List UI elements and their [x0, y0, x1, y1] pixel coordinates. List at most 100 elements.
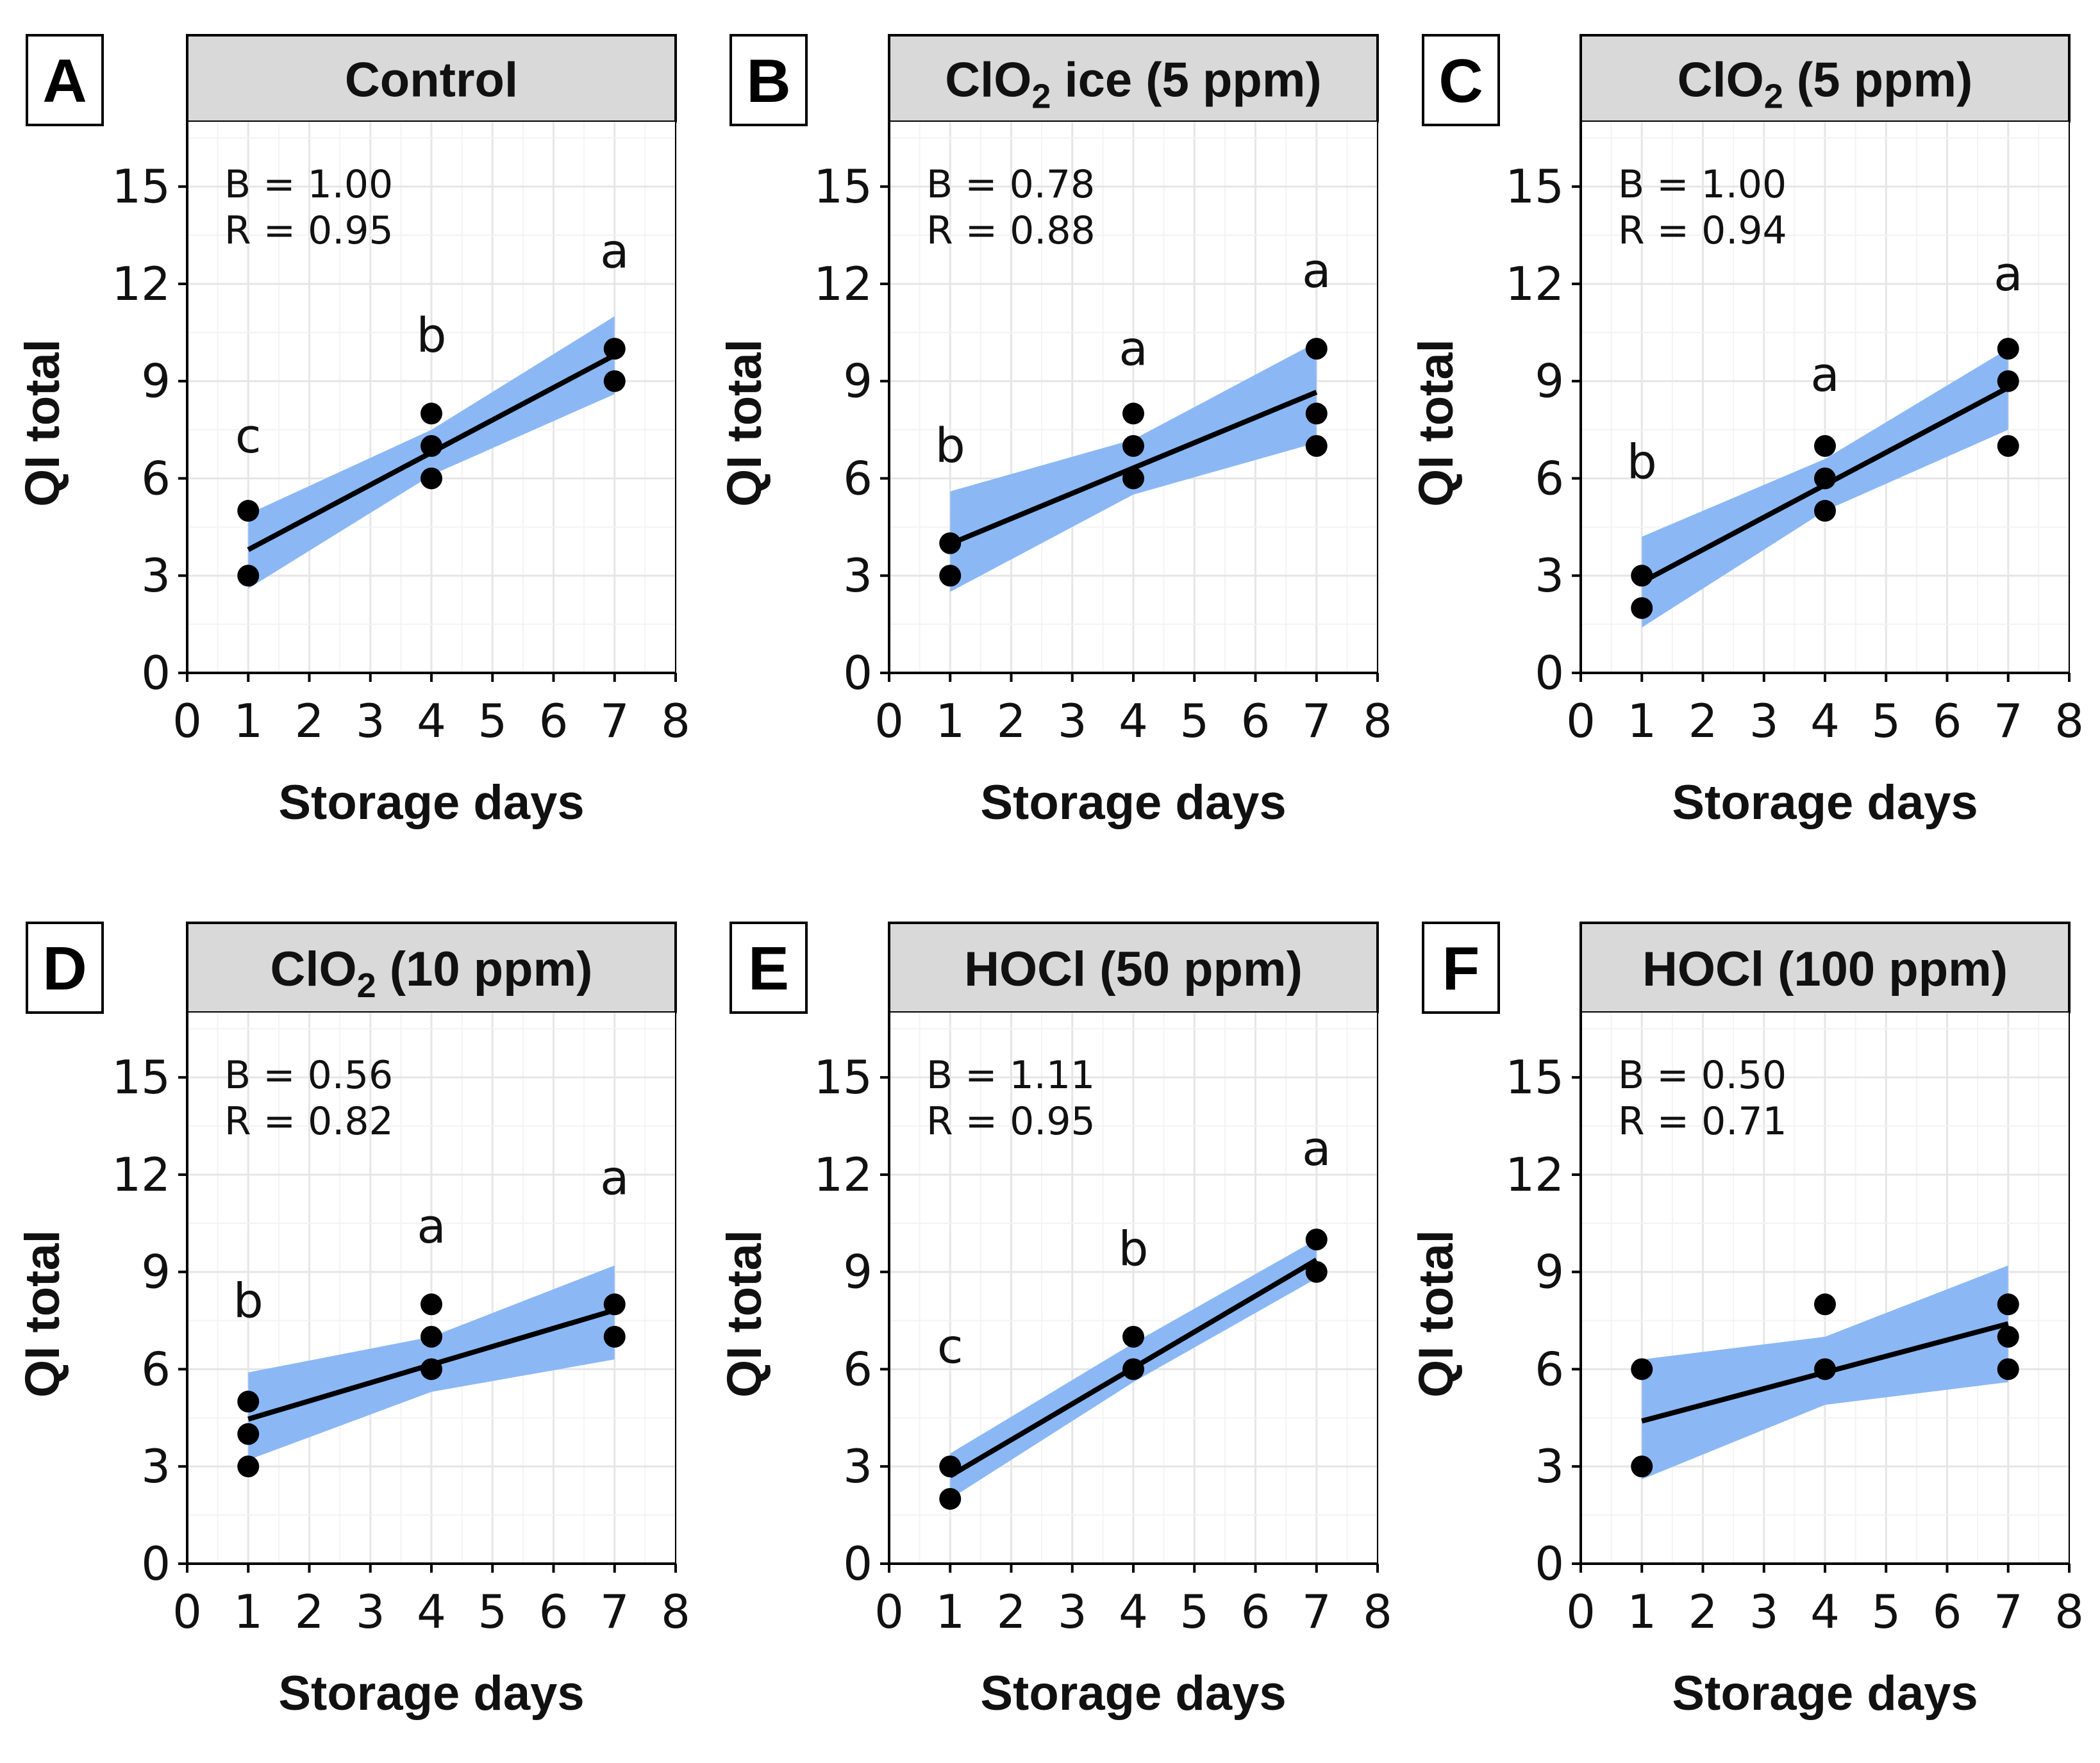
panel-e-point-3	[1122, 1358, 1144, 1380]
panel-c-x-tick-label-5: 5	[1871, 694, 1901, 748]
panel-b-y-tick-label-12: 12	[813, 257, 872, 311]
panel-d-x-tick-label-5: 5	[478, 1585, 507, 1639]
panel-f-x-axis-title: Storage days	[1672, 1666, 1978, 1721]
panel-d-x-tick-label-1: 1	[233, 1585, 263, 1639]
panel-f-y-tick-label-3: 3	[1535, 1439, 1564, 1493]
panel-d-y-tick-label-0: 0	[141, 1537, 171, 1591]
panel-c-stat-1: R = 0.94	[1618, 208, 1787, 253]
panel-b-point-4	[1122, 467, 1144, 490]
panel-e-y-tick-label-15: 15	[813, 1050, 872, 1104]
panel-b-x-axis-title: Storage days	[980, 775, 1286, 830]
panel-c-x-tick-label-3: 3	[1749, 694, 1779, 748]
panel-b-y-tick-label-15: 15	[813, 160, 872, 213]
panel-e-x-tick-label-3: 3	[1058, 1585, 1087, 1639]
panel-b-strip	[888, 34, 1379, 123]
panel-e-y-tick-label-3: 3	[843, 1439, 872, 1493]
panel-c-point-2	[1814, 435, 1836, 457]
panel-f-x-tick-label-6: 6	[1933, 1585, 1962, 1639]
panel-f-x-tick-label-1: 1	[1627, 1585, 1656, 1639]
panel-c-x-tick-label-7: 7	[1994, 694, 2023, 748]
panel-b-y-tick-label-9: 9	[843, 354, 872, 408]
panel-f-x-tick-label-3: 3	[1749, 1585, 1779, 1639]
panel-d-x-tick-label-6: 6	[539, 1585, 569, 1639]
panel-d-strip-title-part-2: (10 ppm)	[376, 942, 593, 997]
panel-d-letter-box	[26, 922, 104, 1014]
panel-f-point-0	[1631, 1358, 1653, 1380]
panel-a-x-tick-label-2: 2	[295, 694, 324, 748]
panel-b-point-3	[1122, 435, 1144, 457]
panel-b-x-tick-label-5: 5	[1179, 694, 1209, 748]
panel-f-point-3	[1814, 1358, 1836, 1380]
panel-a-y-tick-label-15: 15	[112, 160, 171, 213]
panel-d-letter: D	[42, 934, 87, 1003]
panel-a-x-tick-label-4: 4	[417, 694, 446, 748]
panel-c-strip-title-part-0: ClO	[1678, 53, 1764, 108]
panel-d-x-tick-label-2: 2	[295, 1585, 324, 1639]
panel-c-y-tick-label-6: 6	[1535, 451, 1564, 505]
panel-e-x-tick-label-0: 0	[874, 1585, 904, 1639]
panel-a-x-tick-label-5: 5	[478, 694, 507, 748]
panel-f-point-1	[1631, 1455, 1653, 1478]
panel-c-y-axis-title: QI total	[1409, 339, 1463, 507]
panel-f: F HOCl (100 ppm)B = 0.50R = 0.71036912150…	[1409, 922, 2084, 1721]
panel-b-y-tick-label-3: 3	[843, 549, 872, 602]
panel-a-stat-1: R = 0.95	[224, 208, 394, 253]
panel-a-y-axis-title: QI total	[15, 339, 70, 507]
panel-a-x-tick-label-3: 3	[356, 694, 385, 748]
panel-a-y-tick-label-12: 12	[112, 257, 171, 311]
panel-e-strip-title-part-0: HOCl (50 ppm)	[964, 942, 1303, 997]
panel-f-letter: F	[1442, 934, 1480, 1003]
panel-d-strip	[186, 922, 677, 1014]
panel-d-y-tick-label-9: 9	[141, 1245, 171, 1299]
panel-b-stat-1: R = 0.88	[926, 208, 1096, 253]
panel-c-strip-title: ClO2 (5 ppm)	[1678, 53, 1973, 116]
panel-d-y-tick-label-6: 6	[141, 1342, 171, 1396]
panel-c-y-tick-label-3: 3	[1535, 549, 1564, 602]
panel-b-x-tick-label-2: 2	[997, 694, 1026, 748]
panel-e: E HOCl (50 ppm) c b a B = 1.11R = 0.95 0 3 6 9 12 1…	[717, 922, 1392, 1721]
panel-e-x-tick-label-1: 1	[935, 1585, 965, 1639]
panel-b-sig-letter-2: a	[1302, 244, 1331, 299]
panel-c-point-5	[1997, 338, 2019, 360]
panel-b-point-0	[939, 532, 962, 554]
panel-a-point-3	[421, 435, 442, 457]
panel-e-stat-0: B = 1.11	[926, 1053, 1095, 1098]
panel-e-y-axis-title: QI total	[717, 1230, 772, 1398]
panel-e-sig-letter-2: a	[1302, 1122, 1331, 1177]
panel-b-strip-title-part-2: ice (5 ppm)	[1051, 53, 1321, 108]
panel-e-y-tick-label-9: 9	[843, 1245, 872, 1299]
panel-f-point-2	[1814, 1293, 1836, 1316]
panel-d-point-6	[603, 1293, 626, 1316]
panel-a-stat-0: B = 1.00	[224, 162, 393, 207]
panel-d-x-tick-label-3: 3	[356, 1585, 385, 1639]
panel-f-letter-box	[1422, 922, 1500, 1014]
panel-e-point-1	[939, 1487, 962, 1510]
panel-b-sig-letter-1: a	[1119, 321, 1147, 376]
panel-e-x-axis-title: Storage days	[980, 1666, 1286, 1721]
panel-e-x-tick-label-7: 7	[1302, 1585, 1331, 1639]
panel-a-y-tick-label-6: 6	[141, 451, 171, 505]
panel-f-point-4	[1997, 1293, 2019, 1316]
panel-a-y-tick-label-3: 3	[141, 549, 171, 602]
panel-c-point-3	[1814, 467, 1836, 490]
panel-a-sig-letter-0: c	[235, 409, 262, 464]
panel-f-x-tick-label-2: 2	[1688, 1585, 1718, 1639]
panel-d-sig-letter-2: a	[600, 1150, 629, 1205]
panel-b-x-tick-label-1: 1	[935, 694, 965, 748]
panel-b-strip-title: ClO2 ice (5 ppm)	[945, 53, 1321, 116]
panel-d-x-axis-title: Storage days	[278, 1666, 584, 1721]
panel-e-y-tick-label-6: 6	[843, 1342, 872, 1396]
panel-e-y-tick-label-12: 12	[813, 1148, 872, 1202]
panel-f-y-axis-title: QI total	[1409, 1230, 1463, 1398]
panel-e-x-tick-label-5: 5	[1179, 1585, 1209, 1639]
panel-c-point-7	[1997, 435, 2019, 457]
panel-d-point-7	[603, 1325, 626, 1348]
panel-d-point-0	[237, 1391, 260, 1413]
panel-d-point-1	[237, 1423, 260, 1445]
panel-c-y-tick-label-15: 15	[1505, 160, 1564, 213]
panel-d-stat-0: B = 0.56	[224, 1053, 393, 1098]
